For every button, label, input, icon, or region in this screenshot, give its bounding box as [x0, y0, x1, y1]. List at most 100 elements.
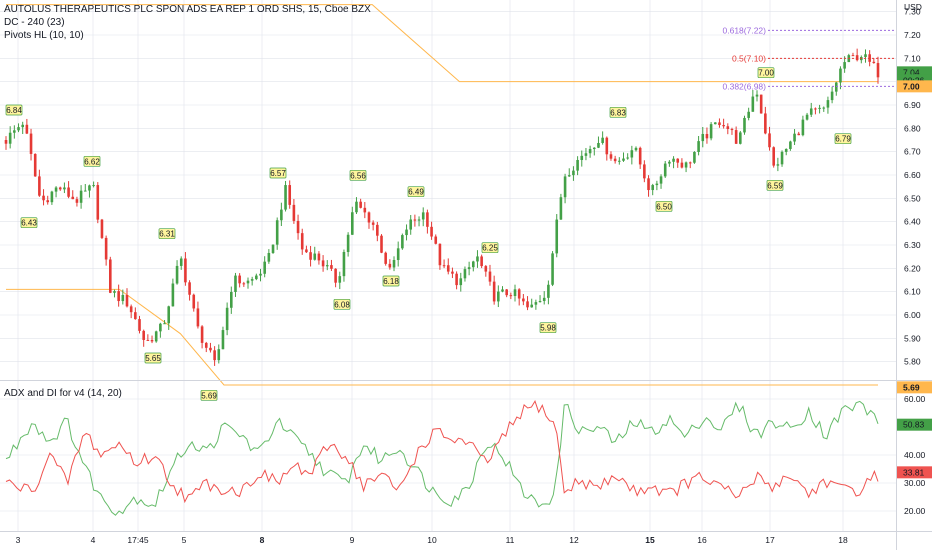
candle-body — [739, 132, 742, 144]
pivot-badge — [333, 298, 351, 310]
candle-body — [768, 133, 771, 148]
candle-body — [100, 219, 104, 238]
indicator-adx-label[interactable]: ADX and DI for v4 (14, 20) — [4, 388, 122, 399]
indicator-pivots-label[interactable]: Pivots HL (10, 10) — [4, 30, 84, 41]
candle-body — [501, 289, 504, 292]
candle-body — [363, 207, 367, 213]
candle-body — [559, 197, 563, 220]
candle-body — [747, 111, 750, 118]
candle-body — [267, 252, 271, 262]
candle-body — [401, 235, 404, 249]
candle-body — [113, 291, 116, 293]
candle-body — [563, 176, 567, 198]
candle-body — [288, 185, 292, 205]
price-tick-label: 6.20 — [904, 263, 921, 273]
fib-label: 0.5(7.10) — [732, 53, 766, 63]
candlesticks — [4, 48, 880, 366]
candle-body — [17, 127, 20, 131]
candle-body — [221, 330, 225, 350]
indicator-tick-label: 20.00 — [904, 506, 926, 516]
candle-body — [138, 319, 141, 331]
candle-body — [163, 323, 166, 325]
candle-body — [713, 122, 717, 125]
pivot-badge — [481, 242, 499, 254]
candle-body — [497, 291, 500, 302]
minus-di-line — [5, 400, 879, 504]
candle-body — [330, 265, 333, 269]
candle-body — [701, 133, 705, 142]
price-tick-label: 6.50 — [904, 193, 921, 203]
pivot-label: 6.50 — [656, 202, 672, 211]
candle-body — [67, 187, 70, 197]
candle-body — [213, 350, 216, 361]
candle-body — [238, 275, 241, 284]
time-tick-label: 17 — [765, 535, 775, 545]
pivot-badge — [83, 155, 101, 167]
candle-body — [830, 91, 834, 101]
candle-body — [92, 185, 95, 187]
candle-body — [467, 267, 471, 270]
candle-body — [104, 237, 108, 260]
candle-body — [442, 265, 446, 267]
candle-body — [734, 130, 738, 144]
pivot-label: 6.57 — [270, 169, 286, 178]
time-tick-label: 15 — [645, 535, 655, 545]
candle-body — [446, 265, 450, 272]
candle-body — [672, 158, 675, 162]
candle-body — [638, 147, 642, 165]
price-tick-label: 6.90 — [904, 100, 921, 110]
candle-body — [743, 117, 746, 133]
candle-body — [834, 82, 838, 92]
candle-body — [584, 153, 588, 156]
symbol-title[interactable]: AUTOLUS THERAPEUTICS PLC SPON ADS EA REP… — [4, 4, 371, 15]
price-tick-label: 6.70 — [904, 147, 921, 157]
candle-body — [275, 220, 279, 245]
candle-body — [142, 330, 145, 340]
candle-body — [530, 304, 534, 308]
candle-body — [96, 185, 100, 220]
candle-body — [33, 153, 37, 177]
candle-body — [313, 253, 317, 260]
candle-body — [705, 133, 709, 139]
candle-body — [54, 187, 58, 192]
pivot-label: 6.59 — [767, 181, 783, 190]
time-tick-label: 10 — [427, 535, 437, 545]
candle-body — [300, 233, 304, 250]
candle-body — [83, 190, 87, 192]
price-tick-label: 6.60 — [904, 170, 921, 180]
candle-body — [651, 185, 654, 191]
donchian-lower — [6, 288, 878, 386]
candle-body — [346, 234, 350, 252]
indicator-donchian-label[interactable]: DC - 240 (23) — [4, 17, 65, 28]
candle-body — [726, 126, 730, 130]
candle-body — [79, 190, 83, 203]
candle-body — [822, 107, 826, 109]
candle-body — [759, 94, 763, 114]
fib-label: 0.382(6.98) — [723, 81, 767, 91]
candle-body — [430, 226, 433, 237]
candle-body — [325, 265, 329, 267]
candle-body — [409, 219, 413, 230]
pivot-badge — [766, 179, 784, 191]
candle-body — [618, 160, 621, 162]
candle-body — [814, 108, 817, 110]
candle-body — [505, 289, 508, 296]
candle-body — [246, 280, 250, 284]
candle-body — [58, 187, 62, 190]
candle-body — [179, 258, 183, 266]
candle-body — [839, 68, 842, 83]
candle-body — [421, 212, 425, 220]
candle-body — [188, 282, 191, 295]
time-tick-label: 8 — [260, 535, 265, 545]
candle-body — [655, 183, 659, 186]
pivot-label: 5.98 — [540, 324, 556, 333]
candle-body — [588, 149, 592, 154]
indicator-tick-label: 40.00 — [904, 450, 926, 460]
candle-body — [451, 271, 454, 274]
candle-body — [371, 222, 375, 225]
candle-body — [271, 244, 275, 253]
candle-body — [676, 158, 680, 163]
price-tick-label: 6.10 — [904, 287, 921, 297]
